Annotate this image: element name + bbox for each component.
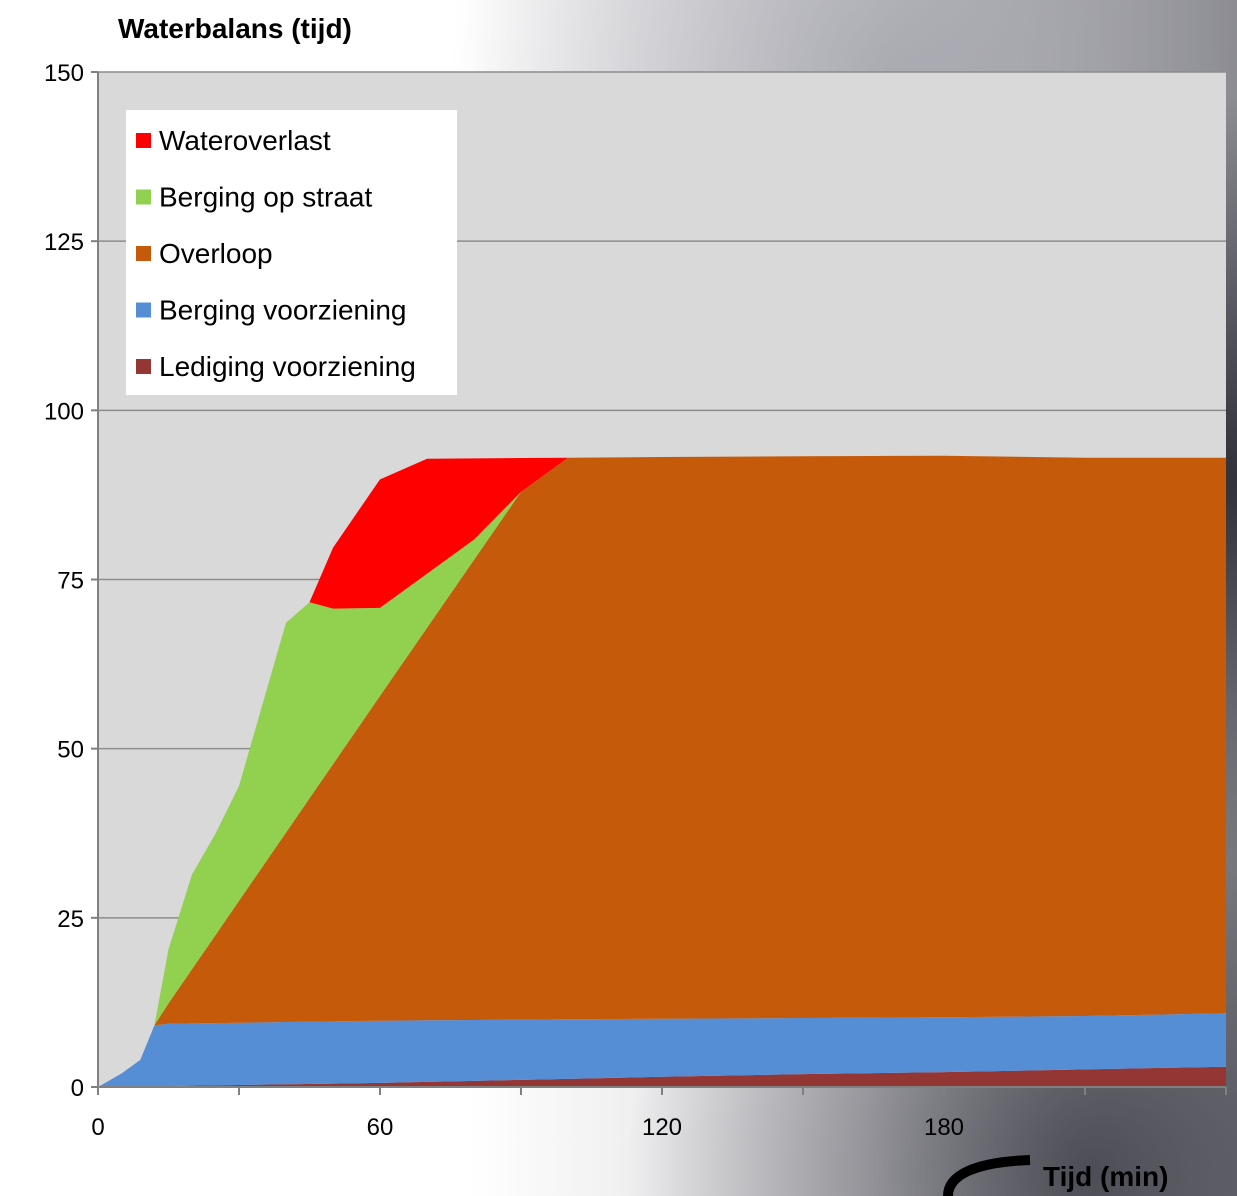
legend-swatch — [136, 246, 151, 261]
y-axis-ticks: 0 25 50 75 100 125 150 — [44, 60, 84, 1102]
logo-swoosh — [943, 1155, 1031, 1196]
legend-swatch — [136, 359, 151, 374]
area-series — [98, 455, 1226, 1087]
legend-label: Lediging voorziening — [159, 351, 416, 382]
legend-label: Berging op straat — [159, 182, 372, 213]
legend-swatch — [136, 133, 151, 148]
area-berging-op-straat — [98, 455, 1226, 1087]
y-tick-label: 50 — [57, 737, 84, 764]
x-tick-label: 180 — [924, 1114, 964, 1141]
legend-label: Overloop — [159, 238, 273, 269]
x-axis-label: Tijd (min) — [1043, 1161, 1168, 1192]
legend-swatch — [136, 189, 151, 205]
legend-label: Berging voorziening — [159, 295, 407, 326]
x-tick-label: 120 — [642, 1114, 682, 1141]
y-tick-label: 150 — [44, 60, 84, 87]
area-berging-voorziening — [98, 1013, 1226, 1087]
legend-label: Wateroverlast — [159, 125, 331, 156]
y-tick-label: 25 — [57, 906, 84, 933]
area-overloop — [98, 455, 1226, 1087]
y-tick-label: 0 — [71, 1075, 84, 1102]
chart-title: Waterbalans (tijd) — [118, 13, 352, 44]
x-tick-label: 0 — [91, 1114, 104, 1141]
x-axis-ticks: 0 60 120 180 — [91, 1114, 964, 1141]
area-lediging-voorziening — [98, 1066, 1226, 1087]
axes — [91, 71, 1227, 1095]
legend-box — [126, 110, 457, 395]
x-tick-label: 60 — [367, 1114, 394, 1141]
legend: Wateroverlast Berging op straat Overloop Be… — [126, 110, 457, 395]
y-tick-label: 75 — [57, 568, 84, 595]
legend-swatch — [136, 302, 151, 318]
y-tick-label: 100 — [44, 398, 84, 425]
y-tick-label: 125 — [44, 229, 84, 256]
